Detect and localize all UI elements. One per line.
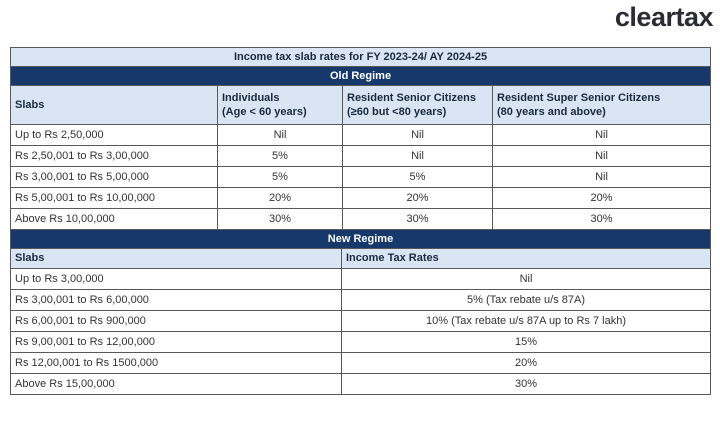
rate-cell: 5% (Tax rebate u/s 87A)	[340, 289, 712, 311]
tax-slab-tables: Income tax slab rates for FY 2023-24/ AY…	[9, 47, 712, 395]
table-title: Income tax slab rates for FY 2023-24/ AY…	[9, 47, 712, 67]
table-row: Rs 5,00,001 to Rs 10,00,000 20% 20% 20%	[10, 187, 712, 209]
table-row: Up to Rs 2,50,000 Nil Nil Nil	[10, 124, 712, 146]
table-row: Above Rs 15,00,000 30%	[10, 373, 712, 395]
rate-cell: 10% (Tax rebate u/s 87A up to Rs 7 lakh)	[340, 310, 712, 332]
column-header-senior-citizens: Resident Senior Citizens (≥60 but <80 ye…	[342, 85, 493, 125]
slab-cell: Rs 12,00,001 to Rs 1500,000	[10, 352, 342, 374]
slab-cell: Rs 3,00,001 to Rs 5,00,000	[10, 166, 218, 188]
table-row: Rs 3,00,001 to Rs 5,00,000 5% 5% Nil	[10, 166, 712, 188]
new-regime-section-label: New Regime	[9, 229, 712, 249]
rate-cell: 15%	[340, 331, 712, 353]
table-title-row: Income tax slab rates for FY 2023-24/ AY…	[9, 47, 712, 67]
rate-cell: 30%	[340, 373, 712, 395]
table-row: Rs 12,00,001 to Rs 1500,000 20%	[10, 352, 712, 374]
new-regime-header-row: Slabs Income Tax Rates	[10, 248, 712, 269]
column-header-income-tax-rates: Income Tax Rates	[340, 248, 712, 269]
old-regime-table: Income tax slab rates for FY 2023-24/ AY…	[9, 47, 712, 230]
rate-cell: 30%	[342, 208, 493, 230]
rate-cell: 5%	[342, 166, 493, 188]
table-row: Up to Rs 3,00,000 Nil	[10, 268, 712, 290]
cleartax-logo: cleartax	[614, 2, 714, 32]
slab-cell: Above Rs 10,00,000	[10, 208, 218, 230]
new-regime-table: New Regime Slabs Income Tax Rates Up to …	[9, 229, 712, 395]
slab-cell: Rs 3,00,001 to Rs 6,00,000	[10, 289, 342, 311]
table-row: Rs 9,00,001 to Rs 12,00,000 15%	[10, 331, 712, 353]
rate-cell: Nil	[491, 124, 712, 146]
new-regime-section-row: New Regime	[9, 229, 712, 249]
table-row: Above Rs 10,00,000 30% 30% 30%	[10, 208, 712, 230]
old-regime-header-row: Slabs Individuals (Age < 60 years) Resid…	[10, 85, 712, 125]
rate-cell: 5%	[217, 166, 343, 188]
slab-cell: Above Rs 15,00,000	[10, 373, 342, 395]
rate-cell: Nil	[342, 124, 493, 146]
table-row: Rs 3,00,001 to Rs 6,00,000 5% (Tax rebat…	[10, 289, 712, 311]
slab-cell: Rs 9,00,001 to Rs 12,00,000	[10, 331, 342, 353]
table-row: Rs 2,50,001 to Rs 3,00,000 5% Nil Nil	[10, 145, 712, 167]
slab-cell: Up to Rs 2,50,000	[10, 124, 218, 146]
column-header-super-senior-citizens: Resident Super Senior Citizens (80 years…	[491, 85, 712, 125]
rate-cell: 20%	[342, 187, 493, 209]
rate-cell: Nil	[340, 268, 712, 290]
rate-cell: 20%	[491, 187, 712, 209]
column-header-slabs: Slabs	[10, 248, 342, 269]
slab-cell: Up to Rs 3,00,000	[10, 268, 342, 290]
old-regime-section-label: Old Regime	[9, 66, 712, 86]
rate-cell: 20%	[217, 187, 343, 209]
rate-cell: Nil	[217, 124, 343, 146]
rate-cell: 30%	[491, 208, 712, 230]
column-header-slabs: Slabs	[10, 85, 218, 125]
slab-cell: Rs 6,00,001 to Rs 900,000	[10, 310, 342, 332]
old-regime-section-row: Old Regime	[9, 66, 712, 86]
column-header-individuals: Individuals (Age < 60 years)	[217, 85, 343, 125]
rate-cell: 20%	[340, 352, 712, 374]
slab-cell: Rs 5,00,001 to Rs 10,00,000	[10, 187, 218, 209]
rate-cell: Nil	[491, 166, 712, 188]
rate-cell: 30%	[217, 208, 343, 230]
table-row: Rs 6,00,001 to Rs 900,000 10% (Tax rebat…	[10, 310, 712, 332]
rate-cell: Nil	[491, 145, 712, 167]
rate-cell: Nil	[342, 145, 493, 167]
rate-cell: 5%	[217, 145, 343, 167]
slab-cell: Rs 2,50,001 to Rs 3,00,000	[10, 145, 218, 167]
